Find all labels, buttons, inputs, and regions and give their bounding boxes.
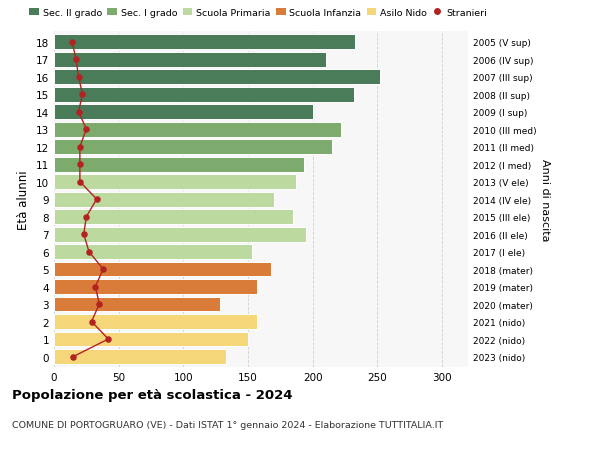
Point [71,56,81,64]
Point [82,213,91,221]
Point [68,353,78,360]
Text: Popolazione per età scolastica - 2024: Popolazione per età scolastica - 2024 [12,388,293,401]
Point [75,161,85,168]
Point [98,266,108,273]
Bar [54,349,226,364]
Bar [54,53,326,67]
Bar [54,88,354,102]
Point [74,109,83,116]
Bar [54,105,313,120]
Point [82,126,91,134]
Bar [54,227,306,242]
Point [91,283,100,291]
Point [67,39,77,46]
Point [87,318,97,325]
Point [92,196,101,203]
Bar [54,175,296,190]
Bar [54,245,252,259]
Bar [54,262,271,277]
Text: COMUNE DI PORTOGRUARO (VE) - Dati ISTAT 1° gennaio 2024 - Elaborazione TUTTITALI: COMUNE DI PORTOGRUARO (VE) - Dati ISTAT … [12,420,443,429]
Bar [54,157,304,172]
Bar [54,140,332,155]
Y-axis label: Età alunni: Età alunni [17,170,31,230]
Point [94,301,104,308]
Point [77,91,87,99]
Bar [54,210,293,224]
Bar [54,70,380,85]
Bar [54,35,355,50]
Point [74,74,83,81]
Point [79,231,89,238]
Bar [54,314,257,329]
Bar [54,280,257,294]
Point [75,179,85,186]
Bar [54,297,220,312]
Legend: Sec. II grado, Sec. I grado, Scuola Primaria, Scuola Infanzia, Asilo Nido, Stran: Sec. II grado, Sec. I grado, Scuola Prim… [26,5,490,22]
Point [75,144,85,151]
Bar [54,123,341,137]
Point [104,336,113,343]
Point [84,248,94,256]
Bar [54,192,274,207]
Y-axis label: Anni di nascita: Anni di nascita [541,158,550,241]
Bar [54,332,248,347]
